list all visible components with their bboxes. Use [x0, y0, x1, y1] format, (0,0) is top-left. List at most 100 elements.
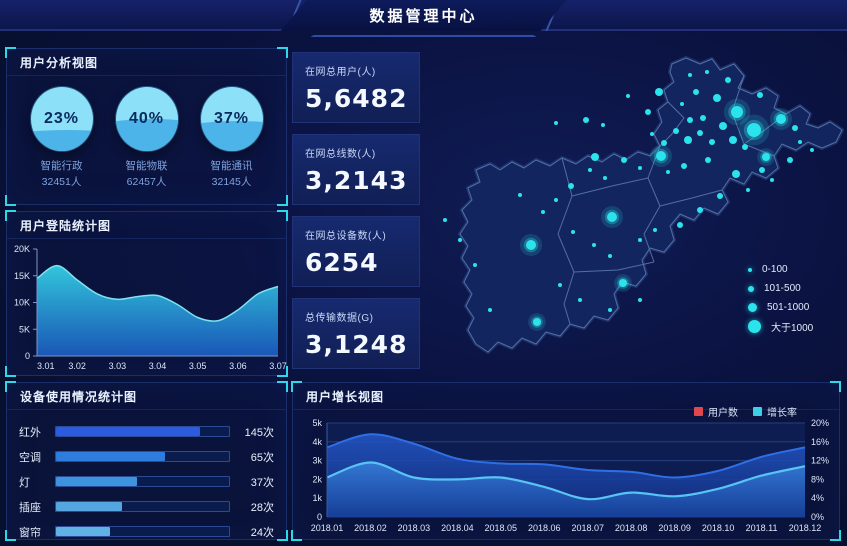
gauge-count: 62457人: [126, 176, 167, 189]
gauge-label: 智能行政: [40, 160, 83, 172]
stat-label: 总传输数据(G): [305, 313, 374, 324]
svg-text:4%: 4%: [811, 493, 824, 503]
corner-bracket-icon: [277, 210, 288, 221]
gauge-iot: 40% 智能物联 62457人: [108, 87, 186, 189]
legend-item-growth-rate[interactable]: 增长率: [753, 404, 797, 419]
top-bar: 数据管理中心: [0, 0, 847, 31]
legend-label: 增长率: [767, 408, 797, 419]
legend-dot-icon: [748, 285, 754, 292]
legend-dot-icon: [748, 320, 761, 333]
device-value: 65次: [250, 451, 274, 464]
svg-text:3.05: 3.05: [189, 361, 207, 371]
device-value: 28次: [250, 501, 274, 514]
legend-label: 用户数: [708, 408, 738, 419]
svg-text:2018.10: 2018.10: [702, 523, 735, 533]
svg-text:2018.07: 2018.07: [571, 523, 604, 533]
gauge-comm: 37% 智能通讯 32145人: [193, 87, 271, 189]
corner-bracket-icon: [5, 195, 16, 206]
bar-track: [55, 451, 230, 462]
bar-fill: [56, 452, 165, 461]
corner-bracket-icon: [291, 381, 302, 392]
panel-title: 设备使用情况统计图: [7, 383, 286, 410]
legend-label: 0-100: [762, 264, 788, 275]
gauge-percent: 23%: [43, 110, 80, 127]
bar-track: [55, 501, 230, 512]
gauge-label: 智能物联: [125, 160, 168, 172]
stat-card-total-data: 总传输数据(G) 3,1248: [292, 298, 420, 369]
svg-text:8%: 8%: [811, 474, 824, 484]
panel-title: 用户增长视图: [293, 383, 839, 410]
device-label: 空调: [19, 451, 41, 464]
svg-text:2018.09: 2018.09: [658, 523, 691, 533]
svg-text:2018.05: 2018.05: [485, 523, 518, 533]
stat-card-online-users: 在网总用户(人) 5,6482: [292, 52, 420, 123]
device-value: 37次: [250, 476, 274, 489]
svg-text:2018.08: 2018.08: [615, 523, 648, 533]
legend-dot-icon: [748, 303, 757, 312]
svg-text:2k: 2k: [312, 474, 322, 484]
device-bar-row: 窗帘 24次: [7, 519, 286, 544]
map-legend-row: 501-1000: [748, 298, 813, 317]
device-bar-list: 红外 145次 空调 65次 灯 37次 插座 28次 窗帘: [7, 410, 286, 544]
svg-text:3k: 3k: [312, 456, 322, 466]
legend-swatch-icon: [753, 407, 762, 416]
device-bar-row: 红外 145次: [7, 419, 286, 444]
panel-login-stats: 用户登陆统计图 0 5K 10K 15K 20K 3.01 3.02 3.03 3.04 3.05…: [5, 210, 288, 377]
svg-text:5k: 5k: [312, 418, 322, 428]
bar-track: [55, 526, 230, 537]
corner-bracket-icon: [830, 530, 841, 541]
gauge-percent: 37%: [213, 110, 250, 127]
panel-user-growth: 用户增长视图 用户数 增长率 5k 20% 4k 16% 3k 12% 2k 8% 1k 4% 0 0…: [291, 381, 841, 541]
svg-text:2018.06: 2018.06: [528, 523, 561, 533]
stat-label: 在网总设备数(人): [305, 231, 387, 242]
corner-bracket-icon: [277, 47, 288, 58]
legend-item-users[interactable]: 用户数: [694, 404, 738, 419]
device-value: 24次: [250, 526, 274, 539]
page-title: 数据管理中心: [369, 8, 478, 25]
panel-user-analysis: 用户分析视图 23% 智能行政 32451人 40% 智能物联 62457人: [5, 47, 288, 206]
stat-value: 3,1248: [305, 330, 408, 359]
svg-text:3.06: 3.06: [229, 361, 247, 371]
svg-text:3.01: 3.01: [37, 361, 55, 371]
device-value: 145次: [244, 426, 274, 439]
title-underline-decoration: [311, 33, 537, 37]
svg-text:3.07: 3.07: [269, 361, 287, 371]
map-legend-row: 101-500: [748, 279, 813, 298]
legend-dot-icon: [748, 267, 752, 272]
device-bar-row: 空调 65次: [7, 444, 286, 469]
corner-bracket-icon: [5, 530, 16, 541]
svg-text:1k: 1k: [312, 493, 322, 503]
map-legend: 0-100 101-500 501-1000 大于1000: [748, 260, 813, 336]
device-label: 红外: [19, 426, 41, 439]
stat-label: 在网总线数(人): [305, 149, 376, 160]
svg-text:5K: 5K: [19, 324, 30, 334]
gauge-percent: 40%: [128, 110, 165, 127]
device-label: 插座: [19, 501, 41, 514]
svg-text:12%: 12%: [811, 456, 829, 466]
corner-bracket-icon: [277, 366, 288, 377]
liquid-gauge: 37%: [200, 87, 263, 151]
bar-fill: [56, 477, 138, 486]
map-legend-row: 0-100: [748, 260, 813, 279]
svg-text:16%: 16%: [811, 437, 829, 447]
gauge-admin: 23% 智能行政 32451人: [23, 87, 101, 189]
province-bubble-map: [443, 56, 844, 354]
corner-bracket-icon: [277, 195, 288, 206]
bar-fill: [56, 427, 200, 436]
corner-bracket-icon: [277, 530, 288, 541]
corner-bracket-icon: [5, 47, 16, 58]
bar-fill: [56, 502, 122, 511]
gauge-row: 23% 智能行政 32451人 40% 智能物联 62457人 37% 智能通讯: [7, 76, 286, 189]
corner-bracket-icon: [277, 381, 288, 392]
panel-title: 用户分析视图: [7, 49, 286, 76]
gauge-label: 智能通讯: [210, 160, 253, 172]
device-label: 窗帘: [19, 526, 41, 539]
svg-text:2018.11: 2018.11: [746, 523, 778, 533]
title-block: 数据管理中心: [281, 0, 567, 31]
growth-chart-legend: 用户数 增长率: [694, 404, 797, 419]
corner-bracket-icon: [5, 381, 16, 392]
panel-title: 用户登陆统计图: [7, 212, 286, 239]
legend-label: 大于1000: [771, 323, 814, 334]
svg-text:2018.03: 2018.03: [398, 523, 431, 533]
